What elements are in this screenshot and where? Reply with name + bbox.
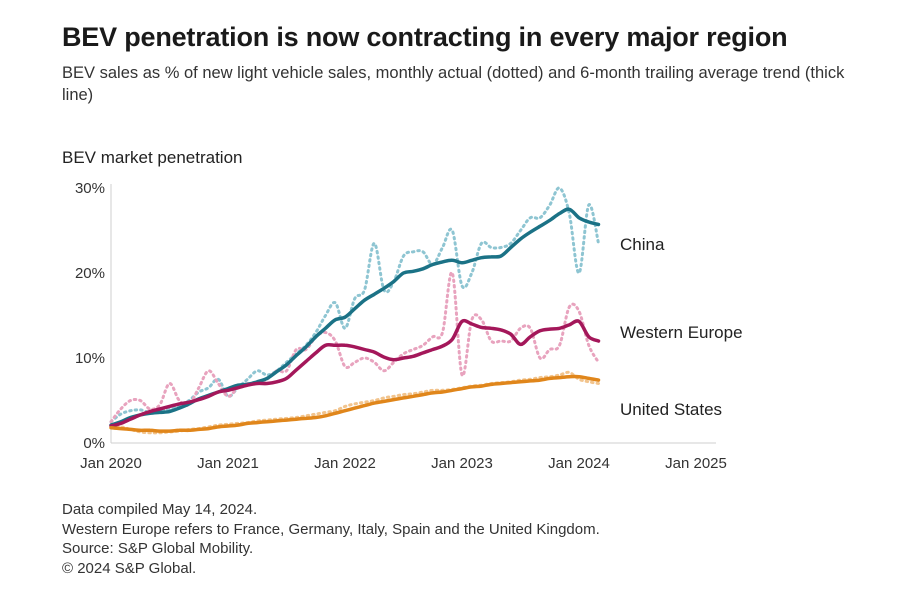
series-trend-united-states [109,374,601,433]
y-tick-label: 20% [75,265,105,282]
footer-date-note: Data compiled May 14, 2024. [62,501,258,518]
x-tick-label: Jan 2023 [431,455,493,472]
series-label-united-states: United States [620,400,722,419]
x-tick-label: Jan 2020 [80,455,142,472]
series-label-western-europe: Western Europe [620,323,743,342]
y-tick-label: 10% [75,350,105,367]
x-tick-label: Jan 2025 [665,455,727,472]
footer-region-note: Western Europe refers to France, Germany… [62,520,600,538]
x-tick-label: Jan 2022 [314,455,376,472]
footer-copyright: © 2024 S&P Global. [62,559,197,577]
series-trend-china [109,207,601,427]
x-tick-label: Jan 2024 [548,455,610,472]
y-tick-label: 30% [75,180,105,197]
footer-source: Source: S&P Global Mobility. [62,540,254,557]
chart-footer: Data compiled May 14, 2024. Western Euro… [62,500,600,578]
y-axis-title: BEV market penetration [62,148,243,167]
x-tick-label: Jan 2021 [197,455,259,472]
series-actual-china [109,186,600,424]
series-trend-western-europe [109,318,601,428]
y-tick-label: 0% [83,435,105,452]
chart-title: BEV penetration is now contracting in ev… [62,22,788,52]
chart-subtitle: BEV sales as % of new light vehicle sale… [62,64,845,104]
series-label-china: China [620,235,665,254]
